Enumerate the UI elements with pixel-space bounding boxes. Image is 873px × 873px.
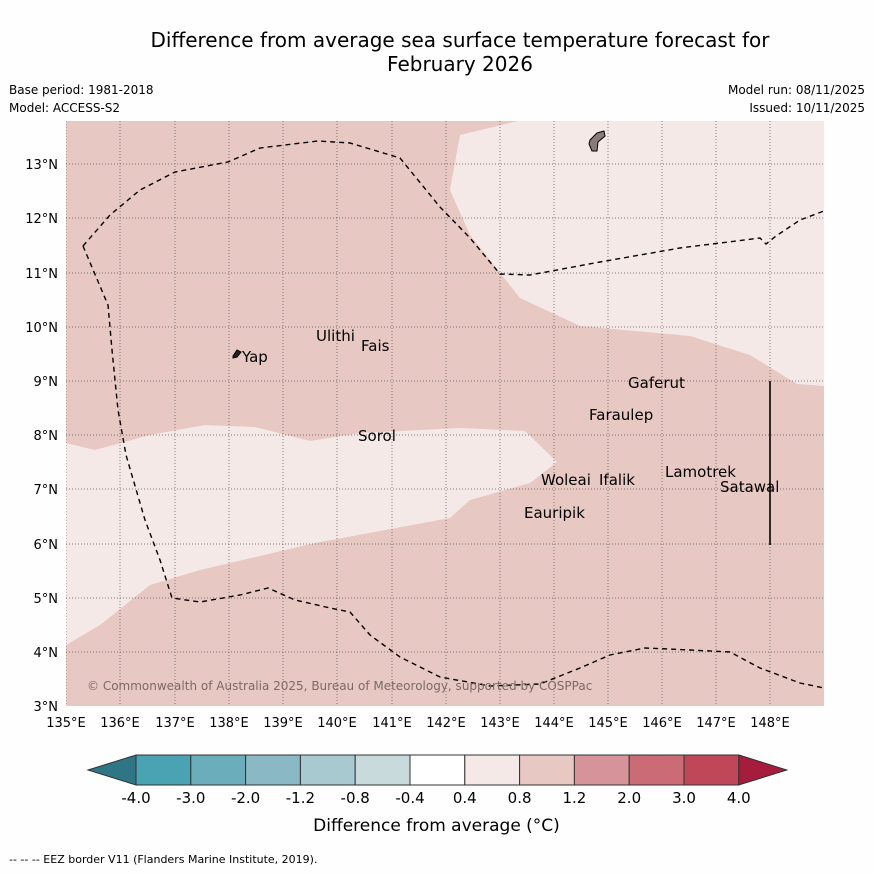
colorbar-segment: [299, 754, 356, 786]
lon-label-143: 143°E: [480, 716, 520, 731]
colorbar-extend-low: [86, 754, 137, 786]
lon-label-141: 141°E: [372, 716, 412, 731]
place-faraulep: Faraulep: [589, 406, 653, 424]
lat-label-6: 6°N: [34, 538, 59, 553]
yap-island: [232, 349, 242, 359]
eez-border-north: [82, 140, 824, 276]
colorbar-tick-label: 0.4: [453, 789, 477, 807]
place-ifalik: Ifalik: [599, 471, 635, 489]
lon-label-139: 139°E: [263, 716, 303, 731]
lon-label-135: 135°E: [46, 716, 86, 731]
graticule: [66, 121, 824, 706]
colorbar-tick-label: 0.8: [508, 789, 532, 807]
lat-label-3: 3°N: [34, 700, 59, 715]
eez-borders: [82, 140, 824, 689]
place-satawal: Satawal: [720, 478, 779, 496]
colorbar-tick-label: 3.0: [672, 789, 696, 807]
lat-label-10: 10°N: [25, 321, 58, 336]
lon-label-136: 136°E: [100, 716, 140, 731]
lon-label-148: 148°E: [750, 716, 790, 731]
anomaly-region-mild-southwest: [66, 585, 150, 645]
lon-label-146: 146°E: [642, 716, 682, 731]
lat-label-4: 4°N: [34, 646, 59, 661]
lat-label-11: 11°N: [25, 267, 58, 282]
place-ulithi: Ulithi: [316, 327, 355, 345]
guam-island: [588, 130, 606, 152]
colorbar-tick-labels: -4.0 -3.0 -2.0 -1.2 -0.8 -0.4 0.4 0.8 1.2 2.0 3.0 4…: [121, 789, 750, 807]
place-gaferut: Gaferut: [628, 374, 685, 392]
colorbar-tick-label: -1.2: [286, 789, 315, 807]
issued-date: Issued: 10/11/2025: [749, 101, 865, 115]
colorbar-segment: [245, 754, 301, 786]
lat-label-5: 5°N: [34, 592, 59, 607]
title-line-1: Difference from average sea surface temp…: [150, 28, 770, 52]
anomaly-region-mild-northeast: [450, 121, 824, 386]
colorbar-tick-label: -0.4: [395, 789, 424, 807]
lon-label-138: 138°E: [209, 716, 249, 731]
meta-left: Base period: 1981-2018 Model: ACCESS-S2: [9, 81, 154, 117]
lon-label-147: 147°E: [696, 716, 736, 731]
colorbar-segment: [573, 754, 630, 786]
colorbar-tick-label: -2.0: [231, 789, 260, 807]
lat-label-7: 7°N: [34, 483, 59, 498]
lat-label-13: 13°N: [25, 158, 58, 173]
colorbar-segment: [135, 754, 192, 786]
colorbar-segment: [190, 754, 247, 786]
place-fais: Fais: [361, 337, 390, 355]
base-period: Base period: 1981-2018: [9, 83, 154, 97]
colorbar-tick-label: 4.0: [727, 789, 751, 807]
lon-label-144: 144°E: [534, 716, 574, 731]
lon-label-140: 140°E: [317, 716, 357, 731]
lon-label-142: 142°E: [426, 716, 466, 731]
place-woleai: Woleai: [541, 471, 591, 489]
colorbar-tick-label: -4.0: [121, 789, 150, 807]
lat-label-12: 12°N: [25, 212, 58, 227]
title-line-2: February 2026: [387, 52, 533, 76]
colorbar-segment: [409, 754, 466, 786]
model-run: Model run: 08/11/2025: [727, 83, 865, 97]
colorbar-tick-label: -3.0: [176, 789, 205, 807]
meta-right: Model run: 08/11/2025 Issued: 10/11/2025: [728, 81, 865, 117]
colorbar-segment: [683, 754, 740, 786]
map-area: Ulithi Fais Yap Gaferut Faraulep Sorol W…: [66, 121, 824, 706]
lat-label-8: 8°N: [34, 429, 59, 444]
lon-label-145: 145°E: [588, 716, 628, 731]
colorbar-tick-label: 2.0: [617, 789, 641, 807]
colorbar-tick-label: -0.8: [341, 789, 370, 807]
anomaly-region-mild-central: [66, 425, 557, 645]
lat-label-9: 9°N: [34, 375, 59, 390]
colorbar-segment: [519, 754, 575, 786]
place-sorol: Sorol: [358, 427, 396, 445]
footer-note: -- -- -- EEZ border V11 (Flanders Marine…: [9, 853, 318, 866]
eez-border-south: [82, 245, 824, 689]
colorbar: [86, 754, 789, 786]
copyright-notice: © Commonwealth of Australia 2025, Bureau…: [87, 679, 592, 693]
lon-label-137: 137°E: [155, 716, 195, 731]
model-name: Model: ACCESS-S2: [9, 101, 121, 115]
place-eauripik: Eauripik: [524, 504, 585, 522]
place-yap: Yap: [241, 348, 268, 366]
colorbar-extend-high: [738, 754, 789, 786]
place-lamotrek: Lamotrek: [665, 463, 736, 481]
colorbar-tick-label: 1.2: [562, 789, 586, 807]
map-title: Difference from average sea surface temp…: [60, 28, 860, 76]
colorbar-segment: [628, 754, 685, 786]
colorbar-segment: [464, 754, 521, 786]
colorbar-segment: [354, 754, 411, 786]
colorbar-label: Difference from average (°C): [313, 816, 560, 836]
